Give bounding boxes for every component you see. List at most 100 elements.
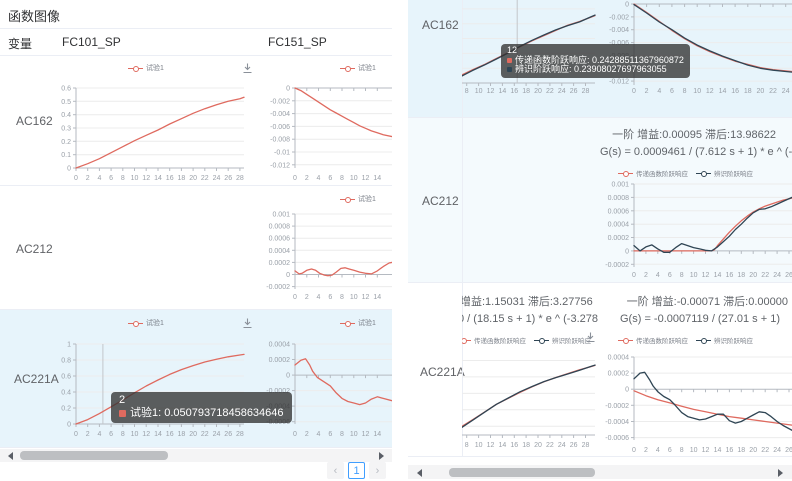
- svg-text:6: 6: [328, 431, 332, 438]
- chart-ac212-fc151[interactable]: 0.001 0.0008 0.0006 0.0004 0.0002 0 -0.0002 0 2 4…: [265, 208, 392, 308]
- row-label: AC162: [422, 18, 459, 32]
- svg-text:22: 22: [761, 272, 769, 279]
- scrollbar-thumb[interactable]: [20, 451, 168, 460]
- svg-text:12: 12: [702, 447, 710, 454]
- svg-text:18: 18: [178, 431, 186, 438]
- chart-canvas: 0.00040.00020-0.0002-0.0004-0.0006024681…: [266, 342, 392, 438]
- scroll-left-arrow-icon[interactable]: [8, 452, 13, 460]
- chart-ac221a-step-col1[interactable]: 8 10 12 14 16 18 20 22 24 26 28: [462, 351, 600, 456]
- legend-group[interactable]: 传递函数阶跃响应 辨识阶跃响应: [462, 335, 599, 345]
- chart-ac221a-fc101[interactable]: 1 0.8 0.6 0.4 0.2 0 0 2 4 6 8 10 12 14 16 18 20 22 24 26 28: [55, 336, 260, 445]
- svg-text:14: 14: [499, 442, 507, 449]
- legend-group[interactable]: 传递函数阶跃响应 辨识阶跃响应: [618, 168, 761, 178]
- tooltip-x-value: 2: [119, 394, 126, 406]
- series-marker-icon: [507, 57, 512, 63]
- svg-text:-0.006: -0.006: [270, 124, 290, 131]
- svg-text:0.8: 0.8: [61, 358, 71, 365]
- svg-text:0: 0: [286, 272, 290, 279]
- scrollbar-thumb[interactable]: [449, 467, 595, 477]
- svg-text:2: 2: [305, 431, 309, 438]
- cell-ac221a-col2: 一阶 增益:-0.00071 滞后:0.00000 G(s) = -0.0007…: [600, 283, 792, 456]
- svg-text:-0.004: -0.004: [609, 27, 629, 34]
- chart-ac162-fc151[interactable]: 0 -0.002 -0.004 -0.006 -0.008 -0.01 -0.012 0 2 4 6…: [265, 80, 392, 185]
- tooltip-x-value: 12: [507, 45, 518, 55]
- scroll-right-arrow-icon[interactable]: [778, 468, 783, 477]
- cell-ac221a-col1: 增益:1.15031 滞后:3.27756 0 / (18.15 s + 1) …: [462, 283, 600, 456]
- svg-text:0.0006: 0.0006: [269, 236, 291, 243]
- legend-shiyan1[interactable]: 试验1: [340, 194, 384, 204]
- svg-text:0.1: 0.1: [61, 152, 71, 159]
- svg-text:14: 14: [719, 88, 727, 95]
- header-fc101-sp: FC101_SP: [62, 35, 121, 49]
- pagination-page-1[interactable]: 1: [348, 462, 365, 479]
- svg-text:12: 12: [702, 272, 710, 279]
- chart-tooltip: 2 试验1: 0.050793718458634646: [111, 392, 292, 423]
- chart-ac162-fc101[interactable]: 0.6 0.5 0.4 0.3 0.2 0.1 0 0 2 4 6 8 10 12 14 16 18 20 22 24…: [55, 80, 260, 185]
- horizontal-scrollbar[interactable]: [408, 465, 792, 479]
- svg-text:16: 16: [726, 272, 734, 279]
- svg-text:8: 8: [683, 88, 687, 95]
- model-gain-lag-text: 一阶 增益:0.00095 滞后:13.98622: [612, 129, 776, 141]
- legend-marker-icon: [340, 320, 355, 327]
- legend-marker-icon: [462, 337, 471, 344]
- svg-text:0.4: 0.4: [61, 112, 71, 119]
- download-icon[interactable]: [241, 62, 255, 76]
- svg-text:14: 14: [373, 175, 381, 182]
- svg-text:24: 24: [773, 272, 781, 279]
- svg-text:16: 16: [726, 447, 734, 454]
- pagination-prev-button[interactable]: ‹: [327, 462, 344, 479]
- download-icon[interactable]: [584, 331, 598, 345]
- tooltip-series-value: 辨识阶跃响应: 0.23908027697963055: [515, 64, 667, 74]
- chart-ac212-step-col2[interactable]: 0.001 0.0008 0.0006 0.0004 0.0002 0 -0.0002 0 2 4…: [600, 178, 792, 282]
- svg-text:20: 20: [189, 431, 197, 438]
- legend-shiyan1[interactable]: 试验1: [340, 318, 384, 328]
- legend-shiyan1[interactable]: 试验1: [340, 63, 384, 73]
- horizontal-scrollbar[interactable]: [0, 449, 392, 462]
- svg-text:10: 10: [350, 431, 358, 438]
- svg-text:10: 10: [475, 442, 483, 449]
- svg-text:8: 8: [340, 294, 344, 301]
- pagination: ‹ 1 ›: [0, 461, 386, 480]
- chart-ac162-step-col1[interactable]: 8 10 12 14 16 18 20 22 24 26 28: [462, 0, 600, 102]
- pagination-next-button[interactable]: ›: [369, 462, 386, 479]
- chart-ac221a-fc151[interactable]: 0.00040.00020-0.0002-0.0004-0.0006024681…: [265, 336, 392, 445]
- svg-text:12: 12: [362, 175, 370, 182]
- svg-text:0: 0: [67, 422, 71, 429]
- svg-text:4: 4: [656, 272, 660, 279]
- column-divider: [462, 0, 463, 117]
- svg-text:4: 4: [317, 294, 321, 301]
- tooltip-series-value: 试验1: 0.050793718458634646: [130, 407, 284, 419]
- table-header: 变量 FC101_SP FC151_SP: [0, 28, 392, 56]
- svg-text:2: 2: [86, 431, 90, 438]
- svg-text:2: 2: [305, 175, 309, 182]
- svg-text:0: 0: [286, 373, 290, 380]
- chart-ac162-step-col2[interactable]: 0-0.002-0.004-0.006-0.008-0.01-0.0120246…: [600, 0, 792, 102]
- legend-marker-icon: [618, 170, 633, 177]
- legend-group[interactable]: 传递函数阶跃响应 辨识阶跃响应: [618, 335, 761, 345]
- svg-text:0: 0: [286, 86, 290, 93]
- svg-text:0.6: 0.6: [61, 374, 71, 381]
- chart-ac221a-step-col2[interactable]: 0.0004 0.0002 0 -0.0002 -0.0004 -0.0006 0 2 4 6 8 1…: [600, 351, 792, 456]
- legend-shiyan1[interactable]: 试验1: [128, 318, 172, 328]
- legend-shiyan1[interactable]: 试验1: [128, 63, 172, 73]
- svg-text:4: 4: [317, 175, 321, 182]
- svg-text:10: 10: [350, 175, 358, 182]
- scroll-right-arrow-icon[interactable]: [379, 452, 384, 460]
- svg-text:-0.012: -0.012: [609, 79, 629, 86]
- svg-text:-0.0002: -0.0002: [605, 262, 629, 269]
- svg-text:28: 28: [582, 442, 590, 449]
- row-label: AC162: [16, 114, 53, 128]
- svg-text:10: 10: [693, 88, 701, 95]
- download-icon[interactable]: [241, 317, 255, 331]
- transfer-function-formula: G(s) = -0.0007119 / (27.01 s + 1): [620, 313, 780, 325]
- svg-text:24: 24: [213, 431, 221, 438]
- svg-text:26: 26: [785, 447, 792, 454]
- svg-text:0: 0: [74, 175, 78, 182]
- svg-text:26: 26: [785, 272, 792, 279]
- scroll-left-arrow-icon[interactable]: [417, 468, 422, 477]
- svg-text:28: 28: [236, 175, 244, 182]
- svg-text:18: 18: [522, 88, 530, 95]
- svg-text:-0.012: -0.012: [270, 162, 290, 169]
- svg-text:16: 16: [510, 442, 518, 449]
